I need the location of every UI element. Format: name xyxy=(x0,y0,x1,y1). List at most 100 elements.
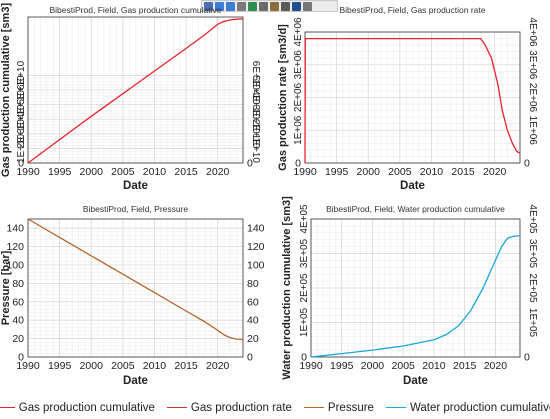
menu-icon[interactable] xyxy=(303,1,312,11)
x-tick-label: 1995 xyxy=(48,166,72,178)
y-tick-label: 4E+10 xyxy=(16,90,27,120)
x-tick-label: 2010 xyxy=(143,360,167,372)
y-tick-label-right: 60 xyxy=(247,296,259,308)
cursor-icon[interactable] xyxy=(204,1,213,11)
x-axis-label-gas-cum: Date xyxy=(123,180,148,192)
y-tick-label: 80 xyxy=(12,278,24,290)
axes-frame-water-cum xyxy=(310,218,521,358)
x-axis-label-pressure: Date xyxy=(123,375,148,387)
legend: Gas production cumulative Gas production… xyxy=(0,396,550,419)
y-tick-label-right: 6E+10 xyxy=(250,61,261,91)
y-tick-label: 0 xyxy=(18,352,24,364)
y-tick-label-right: 80 xyxy=(247,278,259,290)
y-tick-label-right: 3E+06 xyxy=(527,50,538,80)
x-tick-label: 1995 xyxy=(330,360,354,372)
x-tick-label: 2015 xyxy=(174,360,198,372)
x-tick-label: 1990 xyxy=(293,166,317,178)
y-tick-label-right: 100 xyxy=(247,260,265,272)
chart-toolbar xyxy=(201,0,338,12)
y-tick-label: 0 xyxy=(295,158,301,170)
y-tick-label: 3E+06 xyxy=(293,50,304,80)
zoom-in-icon[interactable] xyxy=(215,1,224,11)
legend-item-water-cum: Water production cumulative xyxy=(385,401,550,414)
y-tick-label: 1E+05 xyxy=(299,307,310,337)
y-tick-label: 0 xyxy=(18,158,24,170)
y-tick-label-right: 20 xyxy=(247,333,259,345)
y-tick-label: 140 xyxy=(6,223,24,235)
x-tick-label: 1990 xyxy=(16,166,40,178)
axes-frame-gas-cum xyxy=(27,16,244,164)
legend-label-water-cum: Water production cumulative xyxy=(409,401,550,414)
y-tick-label-right: 2E+06 xyxy=(527,83,538,113)
y-tick-label-right: 4E+05 xyxy=(527,204,538,234)
x-tick-label: 2010 xyxy=(422,360,446,372)
y-tick-label-right: 0 xyxy=(247,352,253,364)
series-line-gas-rate xyxy=(304,37,521,164)
y-tick-label: 1E+10 xyxy=(16,133,27,163)
x-tick-label: 2015 xyxy=(451,166,475,178)
x-tick-label: 2015 xyxy=(453,360,477,372)
y-tick-label-right: 3E+05 xyxy=(527,239,538,269)
legend-swatch-water-cum xyxy=(385,407,406,408)
legend-swatch-gas-rate xyxy=(166,407,187,408)
chart-title-water-cum: BibestiProd, Field, Water production cum… xyxy=(326,204,505,214)
x-tick-label: 1995 xyxy=(48,360,72,372)
y-tick-label: 3E+10 xyxy=(16,104,27,134)
y-tick-label: 40 xyxy=(12,315,24,327)
x-tick-label: 2005 xyxy=(111,166,135,178)
x-tick-label: 2020 xyxy=(206,360,230,372)
y-tick-label: 2E+06 xyxy=(293,82,304,112)
x-tick-label: 2000 xyxy=(361,360,385,372)
zoom-out-icon[interactable] xyxy=(226,1,235,11)
y-tick-label-right: 3E+10 xyxy=(250,105,261,135)
y-tick-label-right: 4E+06 xyxy=(527,17,538,47)
grid-icon[interactable] xyxy=(281,1,290,11)
print-icon[interactable] xyxy=(259,1,268,11)
x-tick-label: 1990 xyxy=(16,360,40,372)
x-tick-label: 2005 xyxy=(392,360,416,372)
legend-item-gas-cum: Gas production cumulative xyxy=(0,402,155,414)
x-tick-label: 2005 xyxy=(388,166,412,178)
chart-gas-rate: 1990 1995 2000 2005 2010 2015 2020 0 0 1E+06 1E+06… xyxy=(277,5,538,192)
y-axis-label-water-cum: Water production cumulative [sm3] xyxy=(281,196,293,380)
x-axis-label-water-cum: Date xyxy=(403,375,428,387)
y-tick-label-right: 0 xyxy=(524,352,530,364)
y-tick-label-right: 1E+05 xyxy=(527,308,538,338)
series-line-pressure xyxy=(27,218,244,341)
y-tick-label: 4E+05 xyxy=(299,204,310,234)
chart-water-cum: 1990 1995 2000 2005 2010 2015 2020 0 0 1E+05 1E+05… xyxy=(281,196,538,387)
y-tick-label: 6E+10 xyxy=(16,60,27,90)
y-tick-label-right: 40 xyxy=(247,315,259,327)
x-tick-label: 2000 xyxy=(80,360,104,372)
legend-item-pressure: Pressure xyxy=(303,402,374,414)
legend-label-gas-cum: Gas production cumulative xyxy=(18,401,155,414)
chart-title-gas-cum: BibestiProd, Field, Gas production cumul… xyxy=(50,5,222,15)
y-tick-label-right: 2E+10 xyxy=(250,119,261,149)
y-tick-label: 2E+05 xyxy=(299,273,310,303)
x-tick-label: 2010 xyxy=(420,166,444,178)
y-tick-label-right: 0 xyxy=(247,158,253,170)
x-tick-label: 2005 xyxy=(111,360,135,372)
x-tick-label: 2020 xyxy=(484,360,508,372)
y-tick-label-right: 120 xyxy=(247,241,265,253)
y-tick-label: 60 xyxy=(12,296,24,308)
y-axis-label-gas-cum: Gas production cumulative [sm3] xyxy=(0,3,12,178)
legend-label-gas-rate: Gas production rate xyxy=(190,401,292,414)
table-icon[interactable] xyxy=(270,1,279,11)
y-tick-label: 3E+05 xyxy=(299,238,310,268)
x-axis-label-gas-rate: Date xyxy=(400,180,425,192)
y-tick-label-right: 1E+10 xyxy=(250,134,261,164)
y-axis-label-gas-rate: Gas production rate [sm3/d] xyxy=(277,24,289,171)
x-tick-label: 2000 xyxy=(80,166,104,178)
pan-icon[interactable] xyxy=(237,1,246,11)
y-tick-label: 0 xyxy=(301,352,307,364)
y-tick-label: 5E+10 xyxy=(16,75,27,105)
chart-title-pressure: BibestiProd, Field, Pressure xyxy=(83,204,189,214)
fit-icon[interactable] xyxy=(248,1,257,11)
options-icon[interactable] xyxy=(292,1,301,11)
x-tick-label: 2015 xyxy=(174,166,198,178)
x-tick-label: 1990 xyxy=(299,360,323,372)
